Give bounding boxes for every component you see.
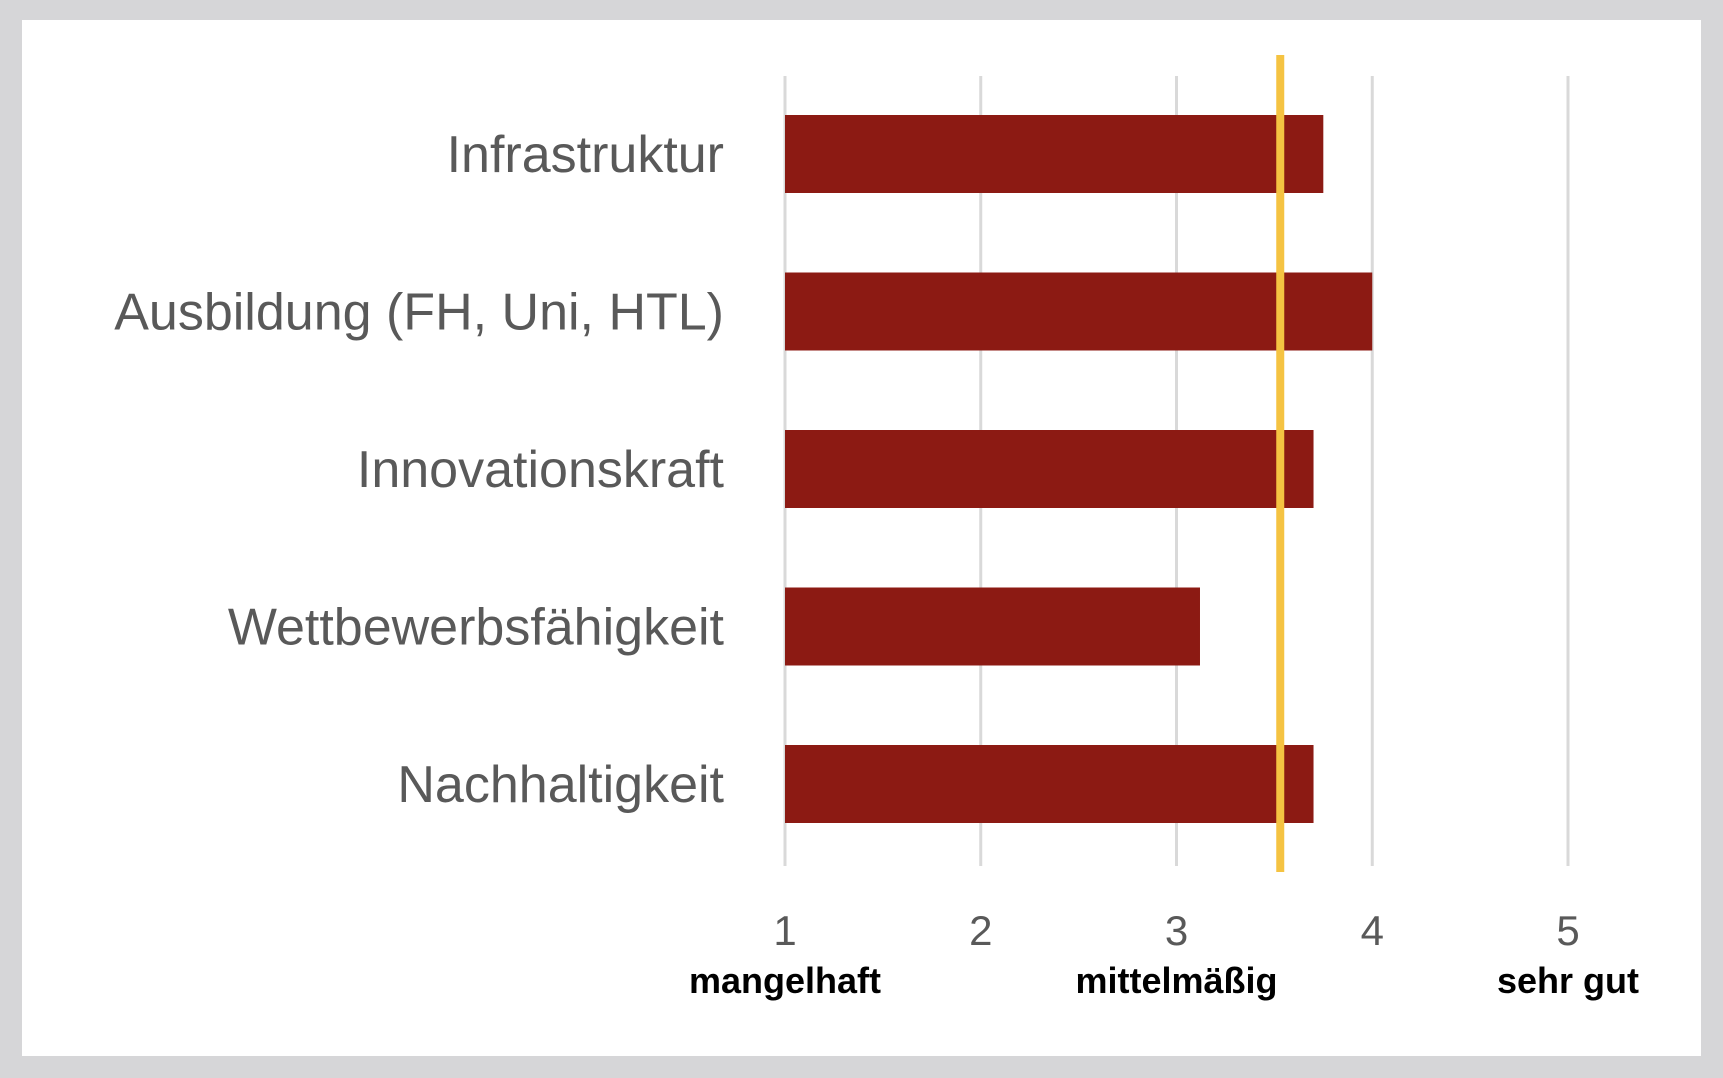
bar-4 [785, 587, 1200, 666]
category-label: Nachhaltigkeit [397, 756, 724, 814]
tick-label: 3 [1165, 907, 1188, 954]
bar-3 [785, 430, 1314, 508]
category-label: Ausbildung (FH, Uni, HTL) [114, 284, 724, 342]
tick-label: 1 [773, 907, 796, 954]
tick-sublabel: mittelmäßig [1075, 960, 1277, 1001]
tick-label: 4 [1361, 907, 1384, 954]
tick-sublabel: mangelhaft [689, 960, 881, 1001]
category-label: Infrastruktur [447, 126, 724, 184]
category-labels: Infrastruktur Ausbildung (FH, Uni, HTL) In… [114, 126, 724, 814]
tick-label: 5 [1556, 907, 1579, 954]
tick-sublabel: sehr gut [1497, 960, 1639, 1001]
tick-label: 2 [969, 907, 992, 954]
category-label: Innovationskraft [357, 441, 725, 499]
bar-5 [785, 745, 1314, 823]
bars [785, 115, 1373, 823]
x-axis-ticks: 1 mangelhaft 2 3 mittelmäßig 4 5 sehr gut [689, 907, 1639, 1001]
category-label: Wettbewerbsfähigkeit [228, 599, 725, 657]
bar-1 [785, 115, 1324, 193]
bar-2 [785, 272, 1373, 351]
